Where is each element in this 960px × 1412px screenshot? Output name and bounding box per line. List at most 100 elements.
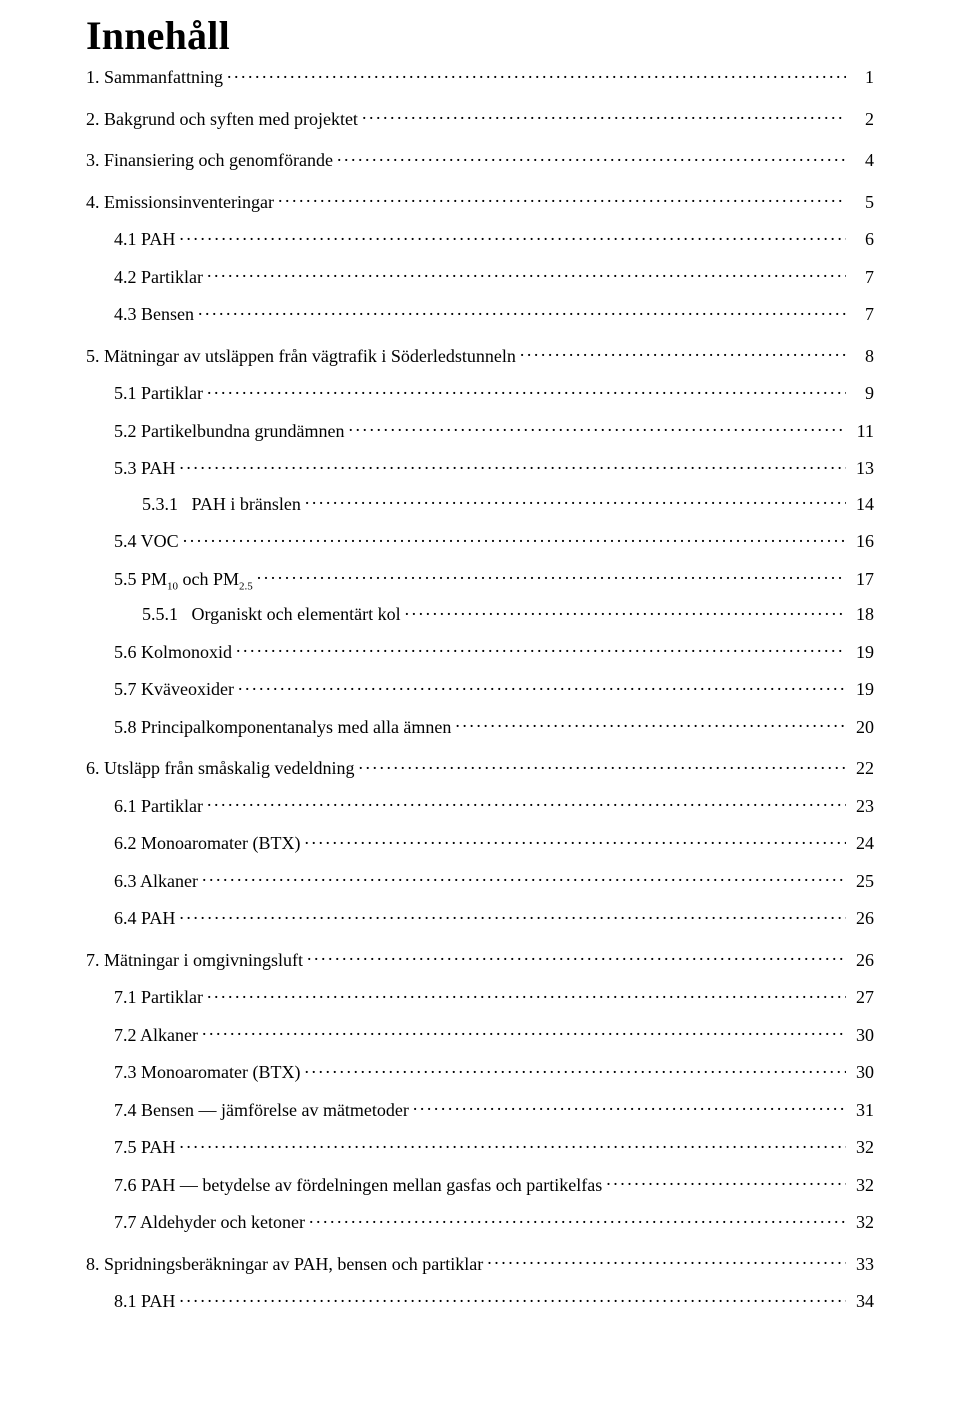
- toc-page-number: 13: [850, 457, 874, 480]
- toc-leader: [257, 567, 846, 585]
- toc-leader: [606, 1173, 846, 1191]
- toc-entry: 5.5 PM10 och PM2.5 17: [86, 567, 874, 591]
- toc-label: 5.3.1 PAH i bränslen: [142, 493, 301, 516]
- toc-entry: 3. Finansiering och genomförande4: [86, 148, 874, 172]
- toc-page-number: 16: [850, 530, 874, 553]
- toc-leader: [358, 756, 846, 774]
- toc-entry: 6. Utsläpp från småskalig vedeldning 22: [86, 756, 874, 780]
- toc-leader: [278, 190, 846, 208]
- toc-label: 6.1 Partiklar: [114, 795, 203, 818]
- toc-label: 6.4 PAH: [114, 907, 175, 930]
- toc-page-number: 23: [850, 795, 874, 818]
- toc-page-number: 26: [850, 907, 874, 930]
- toc-leader: [179, 227, 846, 245]
- toc-entry: 4.2 Partiklar7: [86, 265, 874, 289]
- toc-label: 7.6 PAH — betydelse av fördelningen mell…: [114, 1174, 602, 1197]
- toc-label: 7.7 Aldehyder och ketoner: [114, 1211, 305, 1234]
- toc-entry: 6.1 Partiklar 23: [86, 794, 874, 818]
- toc-page-number: 6: [850, 228, 874, 251]
- toc-entry: 5.3.1 PAH i bränslen 14: [86, 492, 874, 516]
- toc-page-number: 7: [850, 266, 874, 289]
- toc-page-number: 17: [850, 568, 874, 591]
- toc-label: 5. Mätningar av utsläppen från vägtrafik…: [86, 345, 516, 368]
- toc-entry: 5.7 Kväveoxider19: [86, 677, 874, 701]
- toc-page-number: 20: [850, 716, 874, 739]
- toc-page-number: 27: [850, 986, 874, 1009]
- toc-entry: 8.1 PAH 34: [86, 1289, 874, 1313]
- toc-leader: [309, 1210, 846, 1228]
- toc-label: 6. Utsläpp från småskalig vedeldning: [86, 757, 354, 780]
- toc-leader: [179, 456, 846, 474]
- toc-page-number: 2: [850, 108, 874, 131]
- toc-page-number: 11: [850, 420, 874, 443]
- toc-leader: [487, 1252, 846, 1270]
- toc-entry: 1. Sammanfattning1: [86, 65, 874, 89]
- toc-label: 8.1 PAH: [114, 1290, 175, 1313]
- toc-entry: 8. Spridningsberäkningar av PAH, bensen …: [86, 1252, 874, 1276]
- toc-leader: [337, 148, 846, 166]
- toc-label: 5.3 PAH: [114, 457, 175, 480]
- toc-label: 5.1 Partiklar: [114, 382, 203, 405]
- toc-leader: [202, 1023, 846, 1041]
- toc-entry: 4. Emissionsinventeringar 5: [86, 190, 874, 214]
- toc-entry: 7.2 Alkaner30: [86, 1023, 874, 1047]
- toc-page-number: 4: [850, 149, 874, 172]
- toc-leader: [304, 1060, 846, 1078]
- toc-label: 6.2 Monoaromater (BTX): [114, 832, 300, 855]
- table-of-contents: 1. Sammanfattning1 2. Bakgrund och syften…: [86, 65, 874, 1313]
- toc-page-number: 34: [850, 1290, 874, 1313]
- toc-leader: [207, 985, 846, 1003]
- toc-entry: 7.4 Bensen — jämförelse av mätmetoder31: [86, 1098, 874, 1122]
- toc-label: 8. Spridningsberäkningar av PAH, bensen …: [86, 1253, 483, 1276]
- toc-leader: [405, 602, 846, 620]
- toc-entry: 5.2 Partikelbundna grundämnen 11: [86, 419, 874, 443]
- toc-page-number: 30: [850, 1061, 874, 1084]
- toc-leader: [307, 948, 846, 966]
- toc-label: 7.5 PAH: [114, 1136, 175, 1159]
- toc-leader: [413, 1098, 846, 1116]
- toc-entry: 7.6 PAH — betydelse av fördelningen mell…: [86, 1173, 874, 1197]
- toc-label: 6.3 Alkaner: [114, 870, 198, 893]
- toc-label: 4. Emissionsinventeringar: [86, 191, 274, 214]
- toc-leader: [304, 831, 846, 849]
- toc-page-number: 32: [850, 1136, 874, 1159]
- toc-label: 5.8 Principalkomponentanalys med alla äm…: [114, 716, 451, 739]
- toc-entry: 7.3 Monoaromater (BTX)30: [86, 1060, 874, 1084]
- toc-leader: [348, 419, 846, 437]
- toc-page-number: 14: [850, 493, 874, 516]
- toc-leader: [183, 529, 846, 547]
- toc-entry: 5. Mätningar av utsläppen från vägtrafik…: [86, 344, 874, 368]
- toc-page-number: 19: [850, 678, 874, 701]
- toc-leader: [238, 677, 846, 695]
- toc-label: 4.3 Bensen: [114, 303, 194, 326]
- toc-label: 5.2 Partikelbundna grundämnen: [114, 420, 344, 443]
- toc-leader: [179, 1135, 846, 1153]
- toc-leader: [227, 65, 846, 83]
- toc-entry: 5.4 VOC16: [86, 529, 874, 553]
- toc-leader: [198, 302, 846, 320]
- toc-entry: 7.1 Partiklar 27: [86, 985, 874, 1009]
- toc-page-number: 8: [850, 345, 874, 368]
- toc-leader: [207, 265, 846, 283]
- page-title: Innehåll: [86, 12, 874, 59]
- toc-label: 5.5 PM10 och PM2.5: [114, 568, 253, 591]
- toc-label: 5.6 Kolmonoxid: [114, 641, 232, 664]
- toc-entry: 7. Mätningar i omgivningsluft26: [86, 948, 874, 972]
- toc-label: 2. Bakgrund och syften med projektet: [86, 108, 358, 131]
- toc-entry: 7.7 Aldehyder och ketoner32: [86, 1210, 874, 1234]
- toc-page-number: 22: [850, 757, 874, 780]
- toc-entry: 5.5.1 Organiskt och elementärt kol18: [86, 602, 874, 626]
- toc-entry: 2. Bakgrund och syften med projektet 2: [86, 107, 874, 131]
- toc-page-number: 9: [850, 382, 874, 405]
- toc-leader: [362, 107, 846, 125]
- toc-leader: [202, 869, 846, 887]
- toc-leader: [305, 492, 846, 510]
- toc-entry: 7.5 PAH 32: [86, 1135, 874, 1159]
- toc-entry: 4.1 PAH 6: [86, 227, 874, 251]
- toc-leader: [179, 1289, 846, 1307]
- toc-label: 4.1 PAH: [114, 228, 175, 251]
- toc-entry: 5.8 Principalkomponentanalys med alla äm…: [86, 715, 874, 739]
- toc-label: 7.1 Partiklar: [114, 986, 203, 1009]
- toc-entry: 5.3 PAH 13: [86, 456, 874, 480]
- toc-page-number: 5: [850, 191, 874, 214]
